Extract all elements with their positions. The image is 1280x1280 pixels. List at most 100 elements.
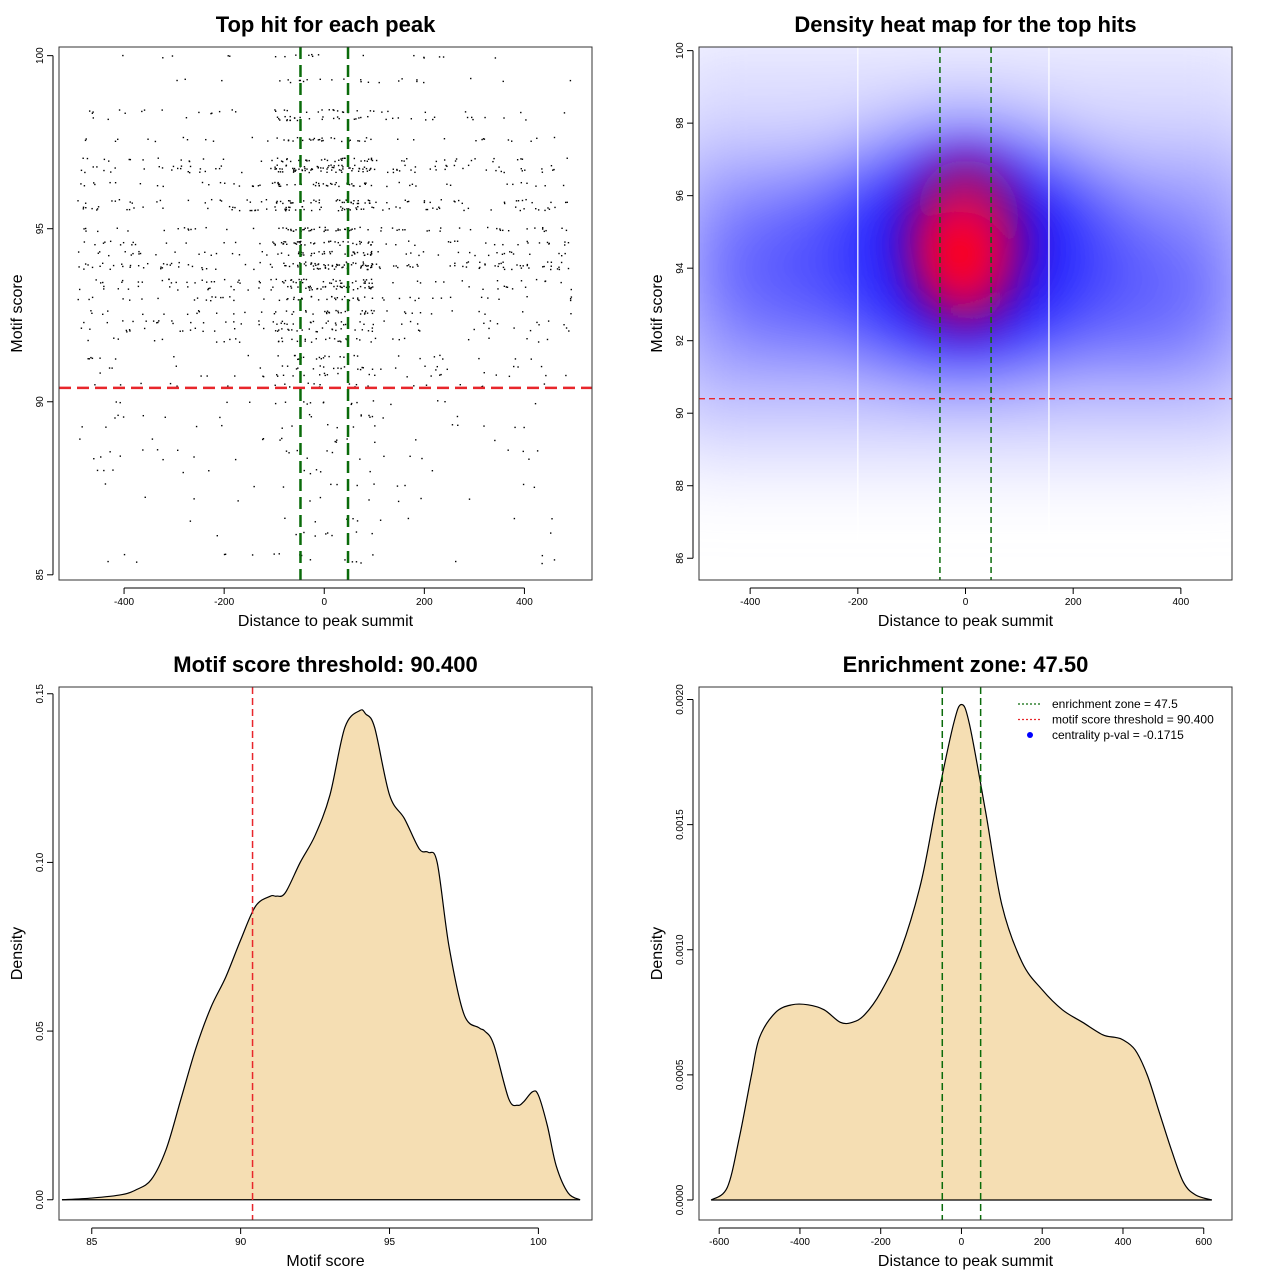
point	[374, 337, 377, 340]
point	[333, 109, 335, 112]
point	[330, 282, 333, 285]
point	[314, 521, 317, 523]
point	[570, 296, 573, 298]
point	[266, 254, 268, 256]
point	[362, 261, 364, 263]
point	[277, 181, 279, 184]
point	[91, 266, 94, 269]
point	[437, 254, 440, 256]
point	[275, 168, 277, 170]
point	[276, 375, 279, 377]
point	[370, 157, 373, 160]
point	[352, 262, 354, 264]
point	[355, 118, 357, 120]
point	[340, 341, 342, 343]
point	[161, 167, 164, 169]
point	[108, 160, 110, 162]
point	[378, 81, 380, 84]
point	[360, 79, 362, 81]
point	[261, 250, 264, 253]
point	[335, 288, 338, 290]
point	[359, 458, 361, 460]
point	[96, 166, 98, 168]
point	[356, 297, 359, 299]
point	[285, 450, 288, 452]
point	[309, 472, 312, 475]
point	[397, 117, 400, 119]
point	[298, 278, 300, 281]
point	[324, 310, 326, 313]
point	[372, 286, 374, 288]
point	[274, 55, 277, 58]
point	[340, 367, 342, 370]
point	[411, 312, 413, 314]
point	[210, 281, 213, 283]
point	[339, 244, 341, 246]
point	[213, 281, 216, 283]
point	[135, 561, 138, 563]
legend-label: centrality p-val = -0.1715	[1052, 728, 1184, 742]
point	[409, 184, 411, 187]
point	[176, 385, 178, 387]
point	[252, 227, 255, 230]
point	[332, 278, 334, 281]
point	[277, 183, 280, 186]
point	[91, 207, 93, 210]
point	[521, 199, 524, 202]
point	[287, 328, 289, 331]
point	[331, 451, 334, 454]
point	[352, 517, 354, 520]
point	[311, 288, 313, 291]
point	[416, 280, 419, 282]
point	[193, 498, 195, 500]
point	[484, 116, 486, 119]
point	[205, 299, 208, 301]
point	[251, 185, 254, 187]
point	[296, 449, 298, 452]
point	[461, 202, 463, 205]
point	[177, 228, 179, 230]
point	[326, 171, 328, 173]
point	[284, 55, 286, 58]
point	[258, 320, 260, 322]
point	[453, 200, 455, 202]
point	[364, 280, 366, 283]
point	[360, 562, 362, 564]
point	[141, 298, 143, 300]
point	[444, 168, 446, 171]
point	[367, 158, 370, 160]
point	[398, 170, 401, 172]
point	[335, 329, 337, 332]
point	[406, 265, 408, 267]
point	[164, 416, 166, 418]
point	[340, 282, 342, 284]
point	[560, 261, 563, 264]
point	[543, 230, 546, 233]
point	[325, 311, 328, 314]
point	[318, 138, 321, 141]
point	[541, 228, 544, 230]
point	[385, 118, 387, 121]
point	[346, 438, 348, 440]
point	[397, 500, 400, 503]
point	[341, 207, 344, 210]
point	[273, 242, 275, 245]
point	[139, 252, 142, 255]
point	[285, 227, 288, 230]
point	[272, 286, 274, 288]
point	[544, 280, 546, 283]
point	[307, 286, 310, 288]
point	[329, 182, 332, 185]
point	[92, 166, 94, 168]
point	[289, 160, 292, 163]
point	[123, 553, 126, 556]
point	[467, 261, 470, 263]
point	[295, 169, 297, 171]
point	[336, 264, 338, 266]
point	[531, 201, 533, 204]
point	[440, 199, 442, 201]
point	[277, 253, 279, 255]
point	[155, 254, 157, 256]
x-tick-label: -600	[709, 1237, 729, 1248]
